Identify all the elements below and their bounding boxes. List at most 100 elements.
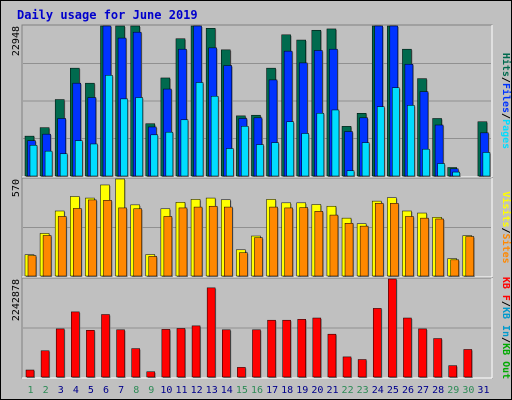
sites-bar: [27, 255, 37, 277]
day-label: 15: [236, 385, 248, 396]
legend-item: KB F: [500, 277, 511, 301]
kbf-bar: [101, 314, 111, 378]
kbf-bar: [312, 317, 322, 378]
day-label: 12: [191, 385, 203, 396]
sites-bar: [148, 256, 158, 277]
day-label: 22: [342, 385, 354, 396]
kbf-bar: [161, 329, 171, 378]
kbf-bar: [252, 329, 262, 378]
day-label: 10: [160, 385, 172, 396]
kbf-bar: [131, 348, 141, 378]
pages-bar: [376, 106, 386, 177]
pages-bar: [150, 134, 159, 177]
kbf-bar: [403, 317, 413, 378]
sites-bar: [239, 252, 249, 277]
sites-bar: [178, 207, 188, 277]
sites-bar: [329, 214, 339, 277]
day-label: 11: [175, 385, 187, 396]
kbf-bar: [418, 328, 428, 378]
sites-bar: [344, 222, 355, 277]
day-label: 5: [88, 385, 94, 396]
day-label: 7: [118, 385, 124, 396]
sites-bar: [465, 236, 475, 277]
legend-item: KB In: [500, 307, 511, 337]
pages-bar: [241, 126, 250, 177]
day-label: 19: [296, 385, 308, 396]
pages-bar: [135, 97, 144, 177]
kbf-bar: [297, 319, 307, 378]
legend-item: Files: [500, 83, 512, 113]
legend: Visits/Sites: [500, 191, 512, 263]
pages-bar: [256, 144, 265, 177]
pages-bar: [392, 87, 401, 177]
day-label: 18: [281, 385, 293, 396]
pages-bar: [120, 98, 129, 177]
day-label: 1: [28, 385, 34, 396]
day-label: 28: [432, 385, 444, 396]
pages-bar: [286, 121, 295, 177]
kbf-bar: [448, 365, 458, 378]
scale-label: 570: [11, 179, 22, 197]
panel-2: 570 Visits/Sites: [11, 177, 512, 278]
pages-bar: [44, 150, 54, 177]
sites-bar: [163, 216, 173, 277]
legend-item: Visits: [500, 191, 512, 227]
sites-bar: [435, 218, 445, 277]
day-label: 9: [148, 385, 154, 396]
pages-bar: [75, 140, 84, 177]
sites-bar: [193, 206, 204, 277]
files-bar: [344, 131, 354, 177]
sites-bar: [208, 205, 219, 277]
pages-bar: [105, 75, 114, 177]
kbf-bar: [206, 287, 217, 378]
sites-bar: [73, 208, 83, 277]
pages-bar: [482, 152, 491, 177]
kbf-bar: [222, 329, 232, 378]
kbf-bar: [25, 369, 35, 378]
kbf-bar: [372, 308, 383, 378]
day-label: 17: [266, 385, 278, 396]
pages-bar: [301, 133, 310, 177]
legend-item: Sites: [500, 234, 512, 264]
sites-bar: [254, 237, 264, 277]
pages-bar: [271, 142, 280, 177]
pages-bar: [316, 112, 325, 177]
sites-bar: [420, 217, 430, 277]
kbf-bar: [237, 367, 247, 378]
sites-bar: [57, 216, 68, 277]
pages-bar: [226, 148, 235, 177]
day-label: 21: [326, 385, 338, 396]
day-label: 31: [477, 385, 489, 396]
sites-bar: [133, 208, 143, 277]
day-label: 13: [206, 385, 218, 396]
sites-bar: [374, 203, 385, 277]
day-label: 29: [447, 385, 459, 396]
sites-bar: [269, 206, 279, 277]
day-label: 2: [43, 385, 49, 396]
legend-separator: /: [500, 113, 511, 119]
scale-label: 22948: [11, 26, 22, 56]
day-label: 4: [73, 385, 79, 396]
pages-bar: [346, 170, 356, 177]
kbf-bar: [327, 333, 337, 378]
sites-bar: [450, 259, 460, 277]
sites-bar: [224, 206, 234, 277]
kbf-bar: [191, 325, 202, 378]
pages-bar: [422, 148, 431, 177]
day-label: 25: [387, 385, 399, 396]
legend-item: Hits: [500, 53, 512, 77]
day-label: 16: [251, 385, 263, 396]
chart-title: Daily usage for June 2019: [17, 8, 198, 22]
legend-item: Pages: [500, 119, 511, 149]
day-label: 14: [221, 385, 233, 396]
day-label: 30: [462, 385, 474, 396]
pages-bar: [437, 163, 446, 177]
pages-bar: [361, 142, 371, 177]
day-label: 26: [402, 385, 414, 396]
pages-bar: [180, 119, 189, 177]
day-label: 8: [133, 385, 139, 396]
day-label: 27: [417, 385, 429, 396]
legend-separator: /: [500, 227, 511, 233]
